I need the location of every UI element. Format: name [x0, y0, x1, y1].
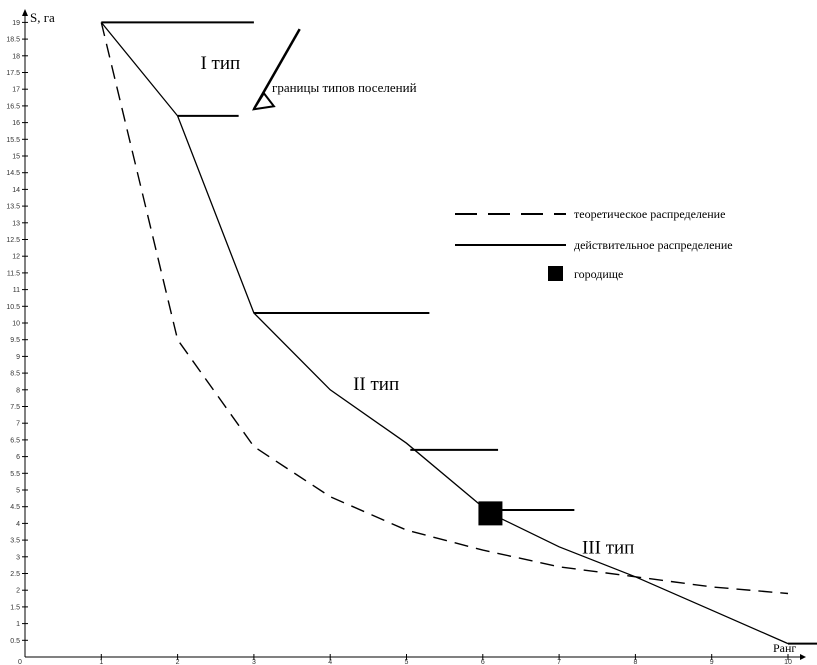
y-tick-label: 4.5	[10, 504, 20, 511]
origin-label: 0	[18, 659, 22, 665]
y-tick-label: 7	[16, 421, 20, 428]
y-tick-label: 12.5	[6, 237, 20, 244]
y-tick-label: 3	[16, 554, 20, 561]
x-tick-label: 10	[784, 659, 792, 665]
y-tick-label: 8	[16, 387, 20, 394]
hillfort-marker	[478, 501, 503, 526]
y-tick-label: 1	[16, 621, 20, 628]
y-axis-arrow-icon	[22, 9, 28, 16]
x-tick-label: 9	[710, 659, 714, 665]
x-tick-label: 5	[405, 659, 409, 665]
y-tick-label: 2	[16, 588, 20, 595]
y-tick-label: 12	[12, 254, 20, 261]
x-tick-label: 7	[557, 659, 561, 665]
y-tick-label: 9	[16, 354, 20, 361]
series-actual-line	[100, 21, 789, 645]
y-tick-label: 5.5	[10, 471, 20, 478]
x-tick-label: 4	[328, 659, 332, 665]
series-lines	[100, 21, 789, 645]
type-label: I тип	[200, 53, 240, 74]
legend-hillfort-square-icon	[548, 266, 563, 281]
legend-label-actual: действительное распределение	[574, 238, 733, 252]
x-tick-label: 3	[252, 659, 256, 665]
series-theoretical-line	[100, 22, 789, 595]
x-tick-label: 1	[99, 659, 103, 665]
type-labels: I тип II тип III тип	[200, 53, 634, 558]
y-tick-label: 17.5	[6, 70, 20, 77]
y-tick-label: 5	[16, 488, 20, 495]
y-tick-label: 6.5	[10, 437, 20, 444]
y-tick-label: 1.5	[10, 604, 20, 611]
y-tick-label: 14.5	[6, 170, 20, 177]
axes	[22, 9, 806, 660]
y-ticks: 0.511.522.533.544.555.566.577.588.599.51…	[6, 20, 28, 645]
legend-label-hillfort: городище	[574, 267, 623, 281]
y-tick-label: 18	[12, 53, 20, 60]
y-tick-label: 10.5	[6, 304, 20, 311]
legend: теоретическое распределение действительн…	[455, 207, 733, 281]
y-tick-label: 6	[16, 454, 20, 461]
y-tick-label: 18.5	[6, 37, 20, 44]
y-tick-label: 11	[13, 287, 20, 294]
type-boundaries	[101, 21, 817, 645]
y-tick-label: 8.5	[10, 371, 20, 378]
y-tick-label: 19	[12, 20, 20, 27]
x-axis-arrow-icon	[800, 654, 806, 660]
y-tick-label: 3.5	[10, 538, 20, 545]
y-tick-label: 4	[16, 521, 20, 528]
y-tick-label: 15.5	[6, 137, 20, 144]
type-label: III тип	[582, 537, 634, 558]
x-tick-label: 6	[481, 659, 485, 665]
y-tick-label: 15	[12, 154, 20, 161]
y-tick-label: 13	[12, 220, 20, 227]
y-tick-label: 2.5	[10, 571, 20, 578]
y-tick-label: 17	[12, 87, 20, 94]
legend-label-theoretical: теоретическое распределение	[574, 207, 725, 221]
y-tick-label: 9.5	[10, 337, 20, 344]
y-tick-label: 14	[12, 187, 20, 194]
boundary-note: границы типов поселений	[251, 28, 417, 111]
y-tick-label: 11.5	[7, 270, 20, 277]
y-tick-label: 16	[12, 120, 20, 127]
type-label: II тип	[353, 374, 399, 395]
y-tick-label: 7.5	[10, 404, 20, 411]
boundary-note-text: границы типов поселений	[272, 80, 417, 95]
triangle-marker-icon	[251, 91, 276, 111]
y-tick-label: 13.5	[6, 204, 20, 211]
y-axis-label: S, га	[30, 10, 55, 25]
y-tick-label: 10	[12, 321, 20, 328]
x-ticks: 1 2 3 4 5 6 7 8 9 10	[99, 654, 792, 665]
y-tick-label: 16.5	[6, 103, 20, 110]
x-tick-label: 2	[176, 659, 180, 665]
y-tick-label: 0.5	[10, 638, 20, 645]
x-tick-label: 8	[633, 659, 637, 665]
